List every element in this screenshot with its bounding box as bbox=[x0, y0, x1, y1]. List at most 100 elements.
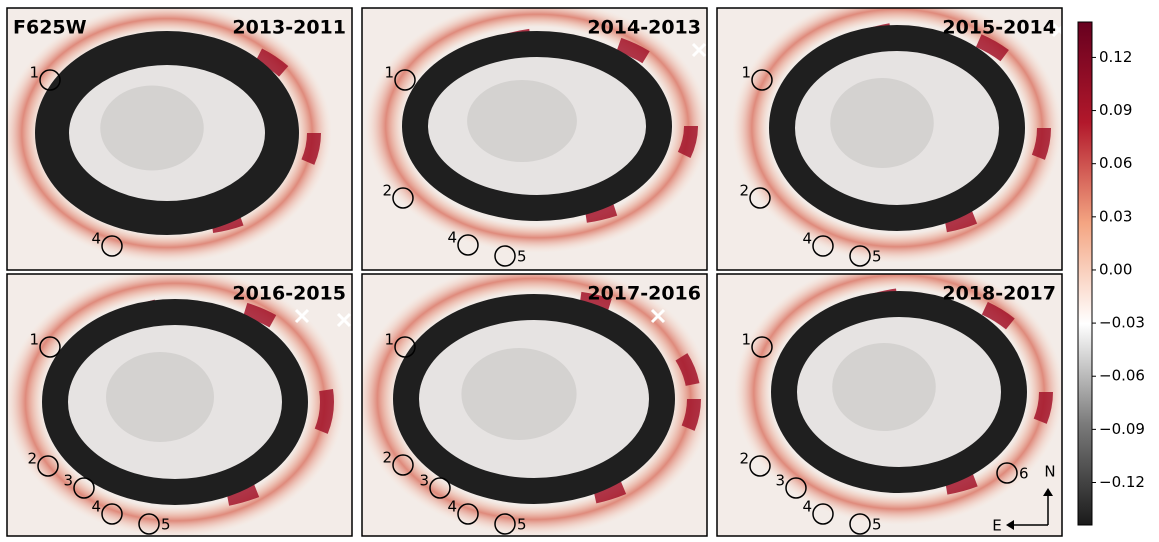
core bbox=[467, 80, 577, 162]
panel: 2018-2017 1 2 34 5 6 bbox=[716, 273, 1063, 537]
rim-red bbox=[785, 287, 1053, 497]
core bbox=[461, 348, 577, 440]
marker-label: 4 bbox=[802, 498, 812, 516]
source-marker bbox=[392, 187, 414, 209]
colorbar-tick-label: 0.00 bbox=[1099, 260, 1132, 278]
panel: 2015-2014 1 2 4 5 bbox=[716, 7, 1063, 271]
marker-label: 2 bbox=[382, 182, 392, 200]
source-marker bbox=[749, 187, 771, 209]
panel-frame bbox=[361, 7, 708, 271]
panel-title: 2013-2011 bbox=[232, 17, 346, 39]
panel-title: 2015-2014 bbox=[942, 17, 1056, 39]
filter-label: F625W bbox=[13, 17, 87, 39]
core bbox=[830, 78, 934, 168]
marker-label: 1 bbox=[384, 64, 394, 82]
panel-frame bbox=[716, 7, 1063, 271]
marker-label: 5 bbox=[161, 516, 171, 534]
colorbar-tick-label: 0.06 bbox=[1099, 154, 1132, 172]
panel: 2017-2016 1 2 34 5 bbox=[361, 273, 708, 537]
colorbar-tick-label: 0.12 bbox=[1099, 48, 1132, 66]
compass: NE bbox=[992, 463, 1055, 535]
source-marker bbox=[457, 503, 479, 525]
panel-frame bbox=[361, 273, 708, 537]
marker-label: 4 bbox=[447, 498, 457, 516]
marker-label: 1 bbox=[29, 331, 39, 349]
image bbox=[7, 8, 352, 270]
marker-label: 1 bbox=[29, 64, 39, 82]
cross bbox=[691, 42, 707, 58]
source-marker bbox=[392, 454, 414, 476]
source-marker bbox=[494, 245, 516, 267]
colorbar-tick-label: −0.12 bbox=[1099, 473, 1145, 491]
cross bbox=[336, 312, 352, 328]
panel-frame bbox=[716, 273, 1063, 537]
colorbar bbox=[1077, 21, 1093, 526]
marker-label: 1 bbox=[741, 331, 751, 349]
cross bbox=[1051, 22, 1062, 38]
source-marker bbox=[849, 245, 871, 267]
colorbar-tick-label: 0.03 bbox=[1099, 207, 1132, 225]
rim-red bbox=[53, 31, 321, 235]
colorbar-tick-label: −0.03 bbox=[1099, 314, 1145, 332]
source-marker bbox=[749, 455, 771, 477]
colorbar-tick-label: −0.06 bbox=[1099, 367, 1145, 385]
source-marker bbox=[73, 477, 95, 499]
image bbox=[362, 8, 707, 270]
east-label: E bbox=[992, 517, 1001, 535]
marker-label: 2 bbox=[739, 450, 749, 468]
marker-label: 5 bbox=[872, 248, 882, 266]
panel: 2013-2011 F625W 1 4 bbox=[6, 7, 353, 271]
source-marker bbox=[494, 513, 516, 535]
source-marker bbox=[429, 477, 451, 499]
image bbox=[362, 274, 707, 536]
source-marker bbox=[101, 503, 123, 525]
source-marker bbox=[37, 455, 59, 477]
north-label: N bbox=[1044, 463, 1055, 481]
source-marker bbox=[457, 234, 479, 256]
marker-label: 3 bbox=[419, 472, 429, 490]
source-marker bbox=[101, 235, 123, 257]
rim-red bbox=[783, 21, 1051, 235]
source-marker bbox=[394, 336, 416, 358]
source-marker bbox=[394, 69, 416, 91]
image bbox=[717, 274, 1062, 536]
panel-title: 2016-2015 bbox=[232, 283, 346, 305]
panel-frame bbox=[6, 7, 353, 271]
core bbox=[106, 352, 214, 442]
marker-label: 4 bbox=[91, 230, 101, 248]
marker-label: 5 bbox=[517, 516, 527, 534]
panel-title: 2017-2016 bbox=[587, 283, 701, 305]
source-marker bbox=[785, 477, 807, 499]
panel: 2014-2013 1 2 4 5 bbox=[361, 7, 708, 271]
source-marker bbox=[812, 503, 834, 525]
source-marker bbox=[138, 513, 160, 535]
marker-label: 3 bbox=[775, 472, 785, 490]
colorbar-tick-label: −0.09 bbox=[1099, 420, 1145, 438]
arrow-heads bbox=[1006, 488, 1053, 530]
marker-label: 2 bbox=[739, 182, 749, 200]
cross bbox=[650, 308, 666, 324]
core bbox=[832, 343, 936, 431]
source-marker bbox=[849, 513, 871, 535]
marker-label: 6 bbox=[1019, 465, 1029, 483]
marker-label: 2 bbox=[382, 449, 392, 467]
image bbox=[7, 274, 352, 536]
source-marker bbox=[39, 336, 61, 358]
marker-label: 4 bbox=[447, 229, 457, 247]
cross bbox=[294, 308, 310, 324]
marker-label: 5 bbox=[517, 248, 527, 266]
rim-red bbox=[416, 27, 698, 225]
panel-title: 2014-2013 bbox=[587, 17, 701, 39]
marker-label: 2 bbox=[27, 450, 37, 468]
marker-label: 5 bbox=[872, 516, 882, 534]
image bbox=[717, 8, 1062, 270]
marker-label: 4 bbox=[802, 230, 812, 248]
source-marker bbox=[996, 462, 1018, 484]
colorbar-tick-label: 0.09 bbox=[1099, 101, 1132, 119]
marker-label: 1 bbox=[384, 331, 394, 349]
source-marker bbox=[751, 69, 773, 91]
source-marker bbox=[812, 235, 834, 257]
core bbox=[100, 85, 204, 171]
marker-label: 4 bbox=[91, 498, 101, 516]
